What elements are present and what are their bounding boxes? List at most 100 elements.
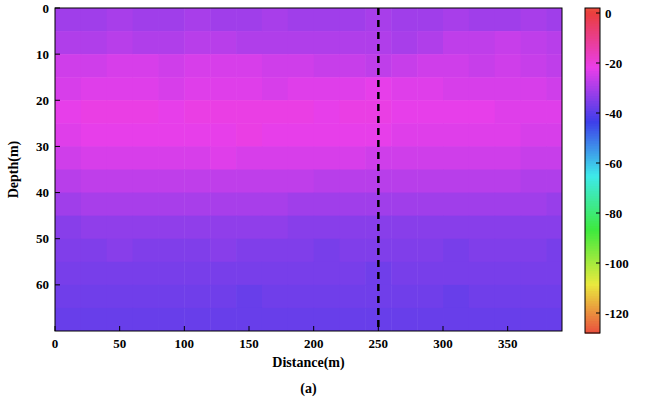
heat-cell (495, 77, 521, 101)
chart: 0501001502002503003500102030405060Distan… (0, 0, 652, 407)
heat-cell (236, 8, 262, 32)
heat-cell (340, 31, 366, 55)
heat-cell (314, 216, 340, 240)
heat-cell (521, 216, 547, 240)
heat-cell (55, 146, 81, 170)
heat-cell (158, 239, 184, 263)
heat-cell (210, 216, 236, 240)
heat-cell (469, 123, 495, 147)
heat-cell (55, 193, 81, 217)
heat-cell (340, 262, 366, 286)
heat-cell (210, 170, 236, 194)
heat-cell (521, 77, 547, 101)
heat-cell (546, 193, 562, 217)
heat-cell (133, 239, 159, 263)
heat-cell (288, 285, 314, 309)
colorbar-frame (585, 8, 600, 333)
heat-cell (262, 216, 288, 240)
heat-cell (391, 239, 417, 263)
heat-cell (236, 100, 262, 124)
heat-cell (133, 146, 159, 170)
heat-cell (521, 193, 547, 217)
heat-cell (391, 193, 417, 217)
heat-cell (184, 216, 210, 240)
heat-cell (314, 262, 340, 286)
x-tick (313, 326, 314, 331)
x-tick-label: 150 (239, 336, 259, 351)
heat-cell (107, 54, 133, 78)
heat-cell (288, 100, 314, 124)
heat-cell (107, 146, 133, 170)
heat-cell (107, 216, 133, 240)
heat-cell (314, 77, 340, 101)
heat-cell (443, 100, 469, 124)
heat-cell (546, 170, 562, 194)
heat-cell (288, 308, 314, 331)
y-tick (55, 54, 60, 55)
heat-cell (158, 193, 184, 217)
heat-cell (391, 8, 417, 32)
heat-cell (469, 77, 495, 101)
heat-cell (417, 216, 443, 240)
heat-cell (133, 100, 159, 124)
heat-cell (391, 285, 417, 309)
heat-cell (55, 123, 81, 147)
heat-cell (107, 170, 133, 194)
heat-cell (314, 239, 340, 263)
y-tick (55, 146, 60, 147)
heat-cell (469, 239, 495, 263)
heat-cell (443, 123, 469, 147)
heat-cell (262, 193, 288, 217)
heat-cell (55, 285, 81, 309)
heat-cell (133, 8, 159, 32)
x-tick-label: 0 (52, 336, 59, 351)
heat-cell (469, 8, 495, 32)
heat-cell (262, 54, 288, 78)
heat-cell (546, 239, 562, 263)
colorbar-tick-label: -40 (605, 106, 622, 121)
x-tick-label: 300 (433, 336, 453, 351)
heat-cell (314, 8, 340, 32)
heat-cell (546, 8, 562, 32)
heat-cell (546, 54, 562, 78)
heat-cell (184, 54, 210, 78)
heat-cell (391, 54, 417, 78)
heat-cell (107, 77, 133, 101)
heat-cell (417, 193, 443, 217)
colorbar-tick-label: -100 (605, 256, 629, 271)
y-tick (55, 238, 60, 239)
heat-cell (469, 146, 495, 170)
heat-cell (417, 31, 443, 55)
heat-cell (184, 239, 210, 263)
heat-cell (236, 216, 262, 240)
heat-cell (521, 146, 547, 170)
colorbar-tick (596, 163, 600, 164)
heat-cell (210, 31, 236, 55)
colorbar-tick-label: -80 (605, 206, 622, 221)
heat-cell (81, 100, 107, 124)
heat-cell (210, 146, 236, 170)
colorbar-tick (596, 13, 600, 14)
heat-cell (236, 239, 262, 263)
heat-cell (314, 285, 340, 309)
heat-cell (107, 193, 133, 217)
heat-cell (521, 239, 547, 263)
heat-cell (417, 239, 443, 263)
heat-cell (55, 216, 81, 240)
heat-cell (546, 77, 562, 101)
heat-cell (417, 100, 443, 124)
heat-cell (81, 146, 107, 170)
heat-cell (443, 54, 469, 78)
heat-cell (288, 216, 314, 240)
heat-cell (469, 308, 495, 331)
heat-cell (340, 100, 366, 124)
heat-cell (417, 77, 443, 101)
heat-cell (495, 193, 521, 217)
heat-cell (391, 146, 417, 170)
heat-cell (288, 170, 314, 194)
x-tick (443, 326, 444, 331)
heat-cell (107, 8, 133, 32)
heat-cell (417, 170, 443, 194)
heat-cell (236, 285, 262, 309)
heat-cell (521, 308, 547, 331)
